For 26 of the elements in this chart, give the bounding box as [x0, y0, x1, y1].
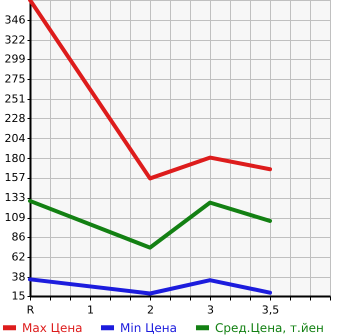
- y-tick-label: 109: [4, 211, 26, 224]
- y-tick-label: 322: [4, 34, 26, 47]
- y-tick-label: 299: [4, 52, 26, 66]
- x-tick-label: R: [26, 304, 35, 316]
- line-series: [28, 0, 272, 180]
- y-tick-label: 275: [4, 72, 26, 86]
- y-tick-label: 180: [4, 152, 26, 165]
- line-series: [28, 277, 272, 296]
- legend-label: Max Цена: [22, 320, 83, 335]
- y-tick-label: 38: [12, 270, 26, 284]
- y-tick-label: 204: [4, 132, 26, 145]
- y-tick-label: 15: [12, 290, 26, 302]
- y-tick-label: 346: [4, 14, 26, 27]
- y-tick-label: 86: [12, 230, 26, 244]
- x-tick-label: 3,5: [262, 304, 280, 316]
- legend-label: Сред.Цена, т.йен: [215, 320, 324, 335]
- x-tick-label: 1: [87, 304, 94, 316]
- y-tick-label: 157: [4, 171, 26, 184]
- x-tick-label: 3: [207, 304, 214, 316]
- y-tick-label: 62: [12, 250, 26, 264]
- legend-label: Min Цена: [120, 320, 178, 335]
- y-tick-label: 133: [4, 191, 26, 204]
- x-tick-label: 2: [147, 304, 154, 316]
- line-series: [28, 198, 272, 250]
- y-tick-label: 228: [4, 112, 26, 125]
- y-tick-label: 251: [4, 92, 26, 106]
